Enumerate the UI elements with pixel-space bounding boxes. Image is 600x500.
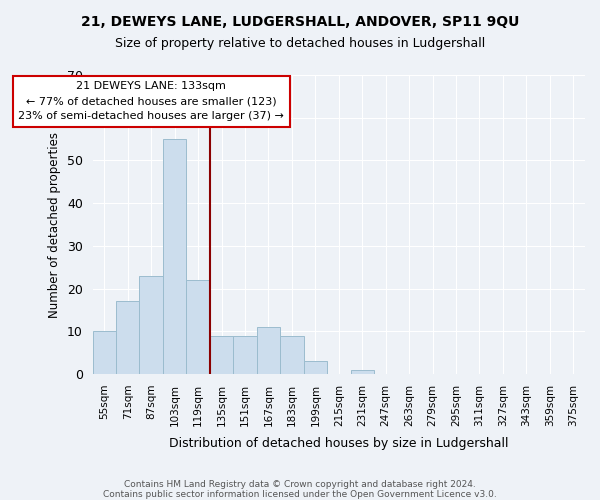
Text: Contains public sector information licensed under the Open Government Licence v3: Contains public sector information licen… [103, 490, 497, 499]
Bar [304, 361, 327, 374]
Bar [280, 336, 304, 374]
Text: 21 DEWEYS LANE: 133sqm
← 77% of detached houses are smaller (123)
23% of semi-de: 21 DEWEYS LANE: 133sqm ← 77% of detached… [18, 82, 284, 121]
Bar [92, 332, 116, 374]
Y-axis label: Number of detached properties: Number of detached properties [49, 132, 61, 318]
Bar [116, 302, 139, 374]
Bar [210, 336, 233, 374]
Bar [139, 276, 163, 374]
Bar [187, 280, 210, 374]
Text: Size of property relative to detached houses in Ludgershall: Size of property relative to detached ho… [115, 38, 485, 51]
Text: 21, DEWEYS LANE, LUDGERSHALL, ANDOVER, SP11 9QU: 21, DEWEYS LANE, LUDGERSHALL, ANDOVER, S… [81, 15, 519, 29]
X-axis label: Distribution of detached houses by size in Ludgershall: Distribution of detached houses by size … [169, 437, 509, 450]
Bar [350, 370, 374, 374]
Bar [233, 336, 257, 374]
Bar [257, 327, 280, 374]
Bar [163, 139, 187, 374]
Text: Contains HM Land Registry data © Crown copyright and database right 2024.: Contains HM Land Registry data © Crown c… [124, 480, 476, 489]
